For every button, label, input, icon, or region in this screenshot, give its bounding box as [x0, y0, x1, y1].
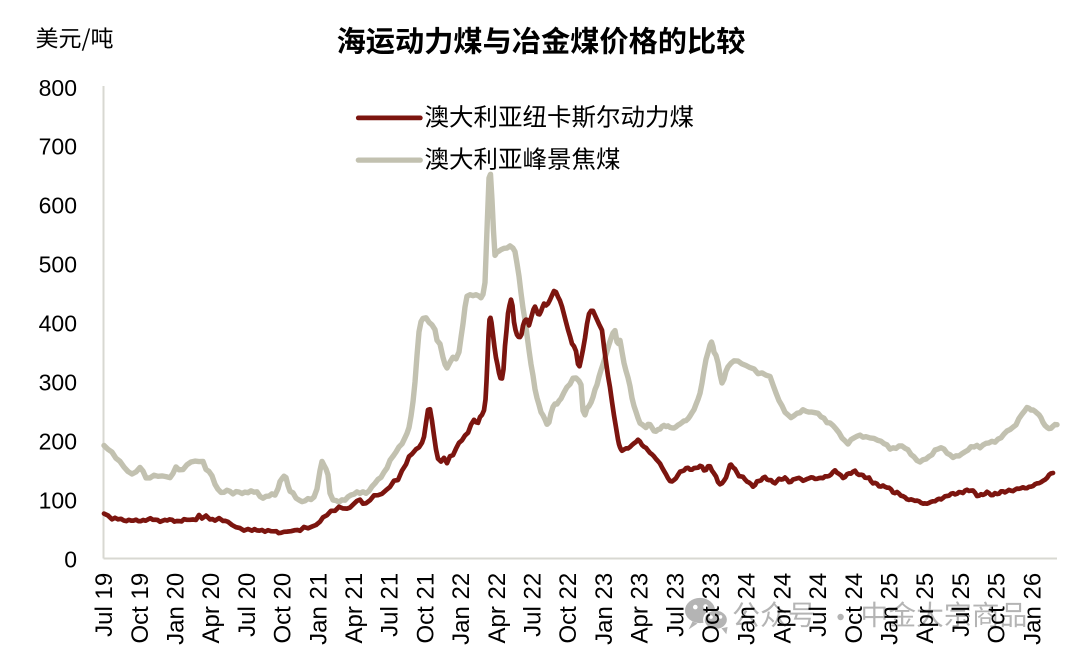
svg-text:Apr 25: Apr 25 [912, 573, 939, 644]
svg-text:600: 600 [39, 193, 77, 219]
svg-text:Oct 20: Oct 20 [270, 573, 297, 644]
svg-text:800: 800 [39, 75, 77, 101]
svg-text:Jul 19: Jul 19 [91, 573, 118, 637]
svg-text:Jan 23: Jan 23 [591, 573, 618, 645]
svg-text:Oct 24: Oct 24 [841, 573, 868, 644]
svg-text:500: 500 [39, 252, 77, 278]
svg-text:Jan 26: Jan 26 [1019, 573, 1046, 645]
svg-text:Oct 19: Oct 19 [127, 573, 154, 644]
svg-text:100: 100 [39, 487, 77, 513]
svg-text:Jul 25: Jul 25 [948, 573, 975, 637]
svg-text:400: 400 [39, 311, 77, 337]
svg-text:Apr 22: Apr 22 [484, 573, 511, 644]
svg-text:Apr 23: Apr 23 [627, 573, 654, 644]
svg-text:Jan 22: Jan 22 [448, 573, 475, 645]
svg-text:Jul 23: Jul 23 [662, 573, 689, 637]
svg-text:Jul 24: Jul 24 [805, 573, 832, 637]
svg-text:Jul 22: Jul 22 [520, 573, 547, 637]
svg-text:Jan 21: Jan 21 [305, 573, 332, 645]
svg-text:700: 700 [39, 134, 77, 160]
svg-text:Jul 21: Jul 21 [377, 573, 404, 637]
svg-text:Apr 24: Apr 24 [769, 573, 796, 644]
svg-text:Oct 25: Oct 25 [984, 573, 1011, 644]
svg-text:200: 200 [39, 428, 77, 454]
svg-text:Oct 23: Oct 23 [698, 573, 725, 644]
svg-text:Apr 20: Apr 20 [198, 573, 225, 644]
svg-text:Apr 21: Apr 21 [341, 573, 368, 644]
svg-text:300: 300 [39, 370, 77, 396]
svg-text:Oct 21: Oct 21 [412, 573, 439, 644]
svg-text:Jul 20: Jul 20 [234, 573, 261, 637]
svg-text:Jan 20: Jan 20 [163, 573, 190, 645]
svg-text:0: 0 [64, 546, 77, 572]
svg-text:Jan 24: Jan 24 [734, 573, 761, 645]
svg-text:Oct 22: Oct 22 [555, 573, 582, 644]
svg-text:Jan 25: Jan 25 [877, 573, 904, 645]
